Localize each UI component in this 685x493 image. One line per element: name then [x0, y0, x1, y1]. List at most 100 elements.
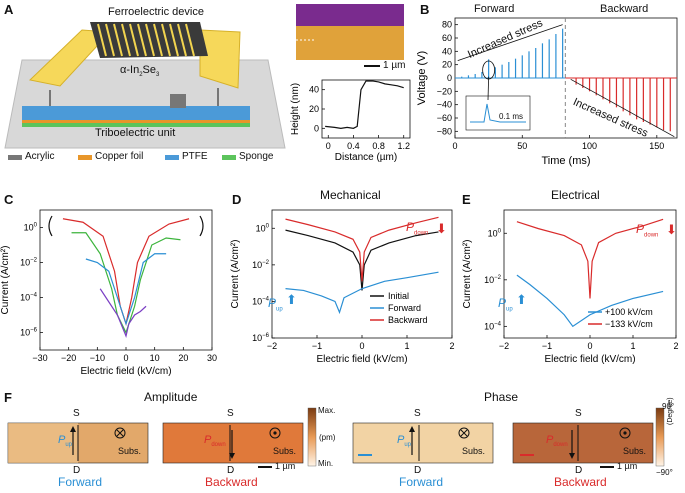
e-p-up-label: Pup: [498, 296, 513, 313]
A-profile-ylabel: Height (nm): [290, 83, 301, 135]
B-xtick-label: 150: [649, 141, 664, 151]
amp-b-drain: D: [227, 465, 235, 476]
legend-swatch-copper: [78, 155, 92, 160]
A-profile-ytick-label: 20: [309, 104, 319, 114]
E-ytick-label: 10−4: [484, 321, 502, 331]
f-backward-phase: Backward: [554, 475, 607, 489]
d-p-up-label: Pup: [268, 296, 283, 313]
B-ytick-label: −80: [437, 126, 452, 136]
inset-time-label: 0.1 ms: [499, 112, 524, 121]
legend-swatch-acrylic: [8, 155, 22, 160]
D-ytick-label: 100: [256, 223, 270, 233]
A-profile-xtick-label: 1.2: [397, 141, 410, 151]
amp-colorbar: [307, 407, 317, 467]
E-series-100kvcm: [516, 274, 664, 328]
phase-max-label: 90°: [662, 402, 675, 411]
d-arrow-up-icon: ⬆: [286, 292, 297, 307]
amp-f-into-icon: [114, 427, 126, 439]
amp-max-label: Max.: [318, 406, 336, 415]
D-series-initial: [285, 229, 439, 291]
C-xtick-label: 10: [150, 353, 160, 363]
A-profile-ytick-label: 40: [309, 85, 319, 95]
amp-f-cross: [116, 429, 124, 437]
panel-label-d: D: [232, 192, 242, 207]
legend-swatch-ptfe: [165, 155, 179, 160]
mechanical-title: Mechanical: [320, 188, 381, 202]
C-ytick-label: 10−6: [20, 328, 38, 338]
C-xtick-label: −30: [32, 353, 47, 363]
B-xtick-label: 50: [517, 141, 527, 151]
ph-f-p-up: Pup: [397, 434, 412, 449]
b-inset-pulse: [470, 103, 526, 123]
afm-image-upper: [296, 4, 404, 26]
f-forward-phase: Forward: [399, 475, 444, 489]
C-xtick-label: −10: [90, 353, 105, 363]
amp-f-source: S: [73, 408, 80, 419]
E-xtick-label: −2: [499, 341, 509, 351]
b-zoom-connector: [487, 76, 490, 101]
C-xtick-label: −20: [61, 353, 76, 363]
profile-line: [325, 80, 404, 129]
ph-b-drain: D: [575, 465, 583, 476]
panel-label-b: B: [420, 2, 430, 17]
amp-b-subs: Subs.: [273, 446, 297, 456]
amp-scale-label: 1 µm: [275, 461, 296, 471]
B-ytick-label: 0: [447, 73, 452, 83]
B-xtick-label: 0: [452, 141, 457, 151]
e-arrow-down-icon: ⬇: [666, 222, 677, 237]
E-ytick-label: 100: [488, 228, 502, 238]
C-xtick-label: 20: [178, 353, 188, 363]
D-series-backward: [285, 216, 439, 282]
D-series-forward: [285, 271, 439, 315]
E-series-133kvcm: [516, 218, 664, 299]
legend-acrylic: Acrylic: [25, 151, 55, 162]
d-p-down-label: Pdown: [406, 220, 429, 237]
C-ytick-label: 100: [24, 223, 38, 233]
forward-label: Forward: [474, 3, 515, 15]
C-ytick-label: 10−2: [20, 258, 38, 268]
copper-layer: [22, 120, 250, 123]
D-ytick-label: 10−4: [252, 296, 270, 306]
e-arrow-up-icon: ⬆: [516, 292, 527, 307]
c-bracket-right: [199, 215, 204, 237]
C-xtick-label: 30: [207, 353, 217, 363]
amplitude-title: Amplitude: [144, 390, 198, 404]
panel-label-e: E: [462, 192, 471, 207]
amp-f-arrowhead: [70, 426, 76, 432]
amp-forward-map-light: [8, 423, 78, 463]
E-xtick-label: 0: [587, 341, 592, 351]
D-ytick-label: 10−2: [252, 260, 270, 270]
D-xtick-label: 2: [449, 341, 454, 351]
d-arrow-down-icon: ⬇: [436, 221, 447, 236]
panel-label-c: C: [4, 192, 14, 207]
A-profile-ytick-label: 0: [314, 123, 319, 133]
phase-scale-label: 1 µm: [617, 461, 638, 471]
electrical-title: Electrical: [551, 188, 600, 202]
e-legend-label: +100 kV/cm: [605, 307, 653, 317]
ph-f-drain: D: [414, 465, 422, 476]
ph-f-subs: Subs.: [462, 446, 486, 456]
A-profile-xtick-label: 0.8: [372, 141, 385, 151]
legend-swatch-sponge: [222, 155, 236, 160]
E-xtick-label: 1: [630, 341, 635, 351]
amp-f-drain: D: [73, 465, 81, 476]
amp-b-dot: [273, 431, 277, 435]
amp-unit-label: (pm): [319, 433, 336, 442]
D-xtick-label: −2: [267, 341, 277, 351]
ph-b-arrowhead: [569, 453, 575, 459]
b-inset: [465, 95, 531, 131]
ph-f-cross: [460, 429, 468, 437]
ph-f-source: S: [414, 408, 421, 419]
c-bracket-left: [48, 215, 53, 237]
C-ytick-label: 10−4: [20, 293, 38, 303]
D-xtick-label: −1: [312, 341, 322, 351]
amp-f-p-up: Pup: [58, 434, 73, 449]
D-ytick-label: 10−6: [252, 333, 270, 343]
ph-f-into-icon: [458, 427, 470, 439]
f-backward-amp: Backward: [205, 475, 258, 489]
